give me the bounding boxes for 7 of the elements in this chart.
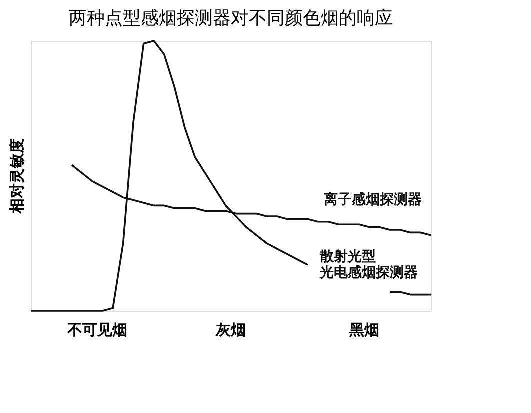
text: 不可见烟 [66, 321, 128, 339]
text: 灰烟 [215, 321, 246, 339]
chart-title: 两种点型感烟探测器对不同颜色烟的响应 [69, 8, 393, 30]
series-label: 散射光型光电感烟探测器 [318, 249, 418, 282]
series-label: 离子感烟探测器 [323, 190, 422, 208]
text: 黑烟 [348, 321, 380, 339]
y-axis-title: 相对灵敏度 [8, 138, 26, 214]
